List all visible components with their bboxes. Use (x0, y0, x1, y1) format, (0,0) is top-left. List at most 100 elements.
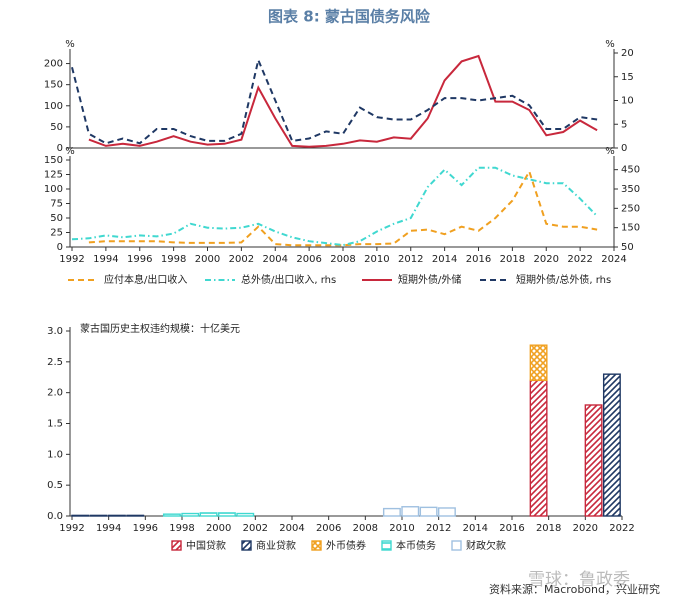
bar-segment (401, 506, 420, 517)
y2-tick-label: 15 (621, 72, 634, 83)
x-tick-label: 2000 (206, 523, 231, 534)
x-tick-label: 2004 (279, 523, 304, 534)
y-tick-label: 100 (44, 101, 63, 112)
x-tick-label: 2006 (316, 523, 341, 534)
y-tick-label: 2.0 (47, 388, 63, 399)
bar-segment (217, 512, 236, 517)
bar-segment (71, 514, 90, 517)
y2-tick-label: 10 (621, 96, 634, 107)
y2-axis-label: % (605, 39, 615, 50)
bar-segment (199, 512, 218, 517)
legend-swatch (311, 540, 322, 551)
x-tick-label: 2012 (398, 254, 423, 265)
x-tick-label: 2006 (296, 254, 321, 265)
line-series (88, 54, 598, 148)
y-tick-label: 50 (50, 213, 63, 224)
x-tick-label: 2016 (499, 523, 524, 534)
x-tick-label: 2018 (500, 254, 525, 265)
y-tick-label: 0 (57, 143, 63, 154)
y2-tick-label: 350 (621, 184, 640, 195)
x-tick-label: 1994 (93, 254, 118, 265)
line-series (88, 169, 598, 247)
line-series (71, 56, 598, 145)
bar-segment (236, 512, 255, 517)
y2-tick-label: 450 (621, 165, 640, 176)
x-tick-label: 1992 (59, 254, 84, 265)
bar-segment (126, 514, 145, 517)
x-tick-label: 2002 (243, 523, 268, 534)
legend-label: 短期外债/外储 (398, 273, 461, 286)
x-tick-label: 2002 (229, 254, 254, 265)
y-tick-label: 2.5 (47, 357, 63, 368)
bar-segment (89, 514, 108, 517)
legend-label: 短期外债/总外债, rhs (516, 273, 611, 286)
y-tick-label: 0.5 (47, 480, 63, 491)
x-tick-label: 1994 (96, 523, 121, 534)
x-tick-label: 2016 (466, 254, 491, 265)
y2-tick-label: 5 (621, 119, 627, 130)
bar-segment (529, 344, 548, 382)
bar-segment (584, 404, 603, 517)
y-axis-label: % (65, 39, 75, 50)
x-tick-label: 2010 (389, 523, 414, 534)
x-tick-label: 2012 (426, 523, 451, 534)
y2-tick-label: 20 (621, 48, 634, 59)
bar-segment (382, 507, 401, 517)
y-tick-label: 75 (50, 199, 63, 210)
x-tick-label: 1998 (169, 523, 194, 534)
y2-tick-label: 50 (621, 242, 634, 253)
legend-label: 财政欠款 (466, 539, 506, 552)
legend-label: 本币债务 (396, 539, 436, 552)
x-tick-label: 2004 (263, 254, 288, 265)
y2-tick-label: 250 (621, 203, 640, 214)
watermark: 雪球：鲁政委 (528, 570, 630, 590)
chart-title: 蒙古国历史主权违约规模：十亿美元 (80, 322, 240, 335)
legend-label: 中国贷款 (186, 539, 226, 552)
x-tick-label: 2014 (463, 523, 488, 534)
y-tick-label: 1.0 (47, 449, 63, 460)
y2-tick-label: 150 (621, 223, 640, 234)
y-tick-label: 0 (57, 242, 63, 253)
y-tick-label: 1.5 (47, 419, 63, 430)
legend-label: 总外债/出口收入, rhs (241, 273, 336, 286)
x-tick-label: 1996 (127, 254, 152, 265)
legend-swatch (381, 540, 392, 551)
page-title: 图表 8: 蒙古国债务风险 (268, 8, 431, 26)
bar-segment (602, 373, 621, 517)
y-tick-label: 125 (44, 170, 63, 181)
legend-swatch (241, 540, 252, 551)
y2-axis-label: % (605, 146, 615, 157)
y-tick-label: 50 (50, 122, 63, 133)
bar-segment (437, 507, 456, 517)
x-tick-label: 2008 (330, 254, 355, 265)
legend-label: 外币债券 (326, 539, 366, 552)
y2-tick-label: 0 (621, 143, 627, 154)
line-series (71, 166, 598, 247)
legend-label: 商业贷款 (256, 539, 296, 552)
bar-segment (107, 514, 126, 517)
bar-segment (181, 512, 200, 517)
x-tick-label: 2020 (534, 254, 559, 265)
y-tick-label: 150 (44, 155, 63, 166)
y-axis-label: % (65, 146, 75, 157)
legend-swatch (171, 540, 182, 551)
y-tick-label: 200 (44, 59, 63, 70)
bar-segment (162, 513, 181, 517)
x-tick-label: 1996 (133, 523, 158, 534)
y-tick-label: 3.0 (47, 326, 63, 337)
x-tick-label: 2000 (195, 254, 220, 265)
source: 资料来源：Macrobond，兴业研究 (489, 582, 660, 596)
bar-segment (419, 506, 438, 517)
y-tick-label: 0.0 (47, 511, 63, 522)
legend-label: 应付本息/出口收入 (104, 273, 187, 286)
x-tick-label: 2022 (567, 254, 592, 265)
bar-segment (529, 379, 548, 517)
x-tick-label: 1992 (59, 523, 84, 534)
x-tick-label: 2008 (353, 523, 378, 534)
x-tick-label: 2018 (536, 523, 561, 534)
x-tick-label: 2024 (601, 254, 626, 265)
x-tick-label: 2020 (573, 523, 598, 534)
x-tick-label: 2010 (364, 254, 389, 265)
x-tick-label: 1998 (161, 254, 186, 265)
